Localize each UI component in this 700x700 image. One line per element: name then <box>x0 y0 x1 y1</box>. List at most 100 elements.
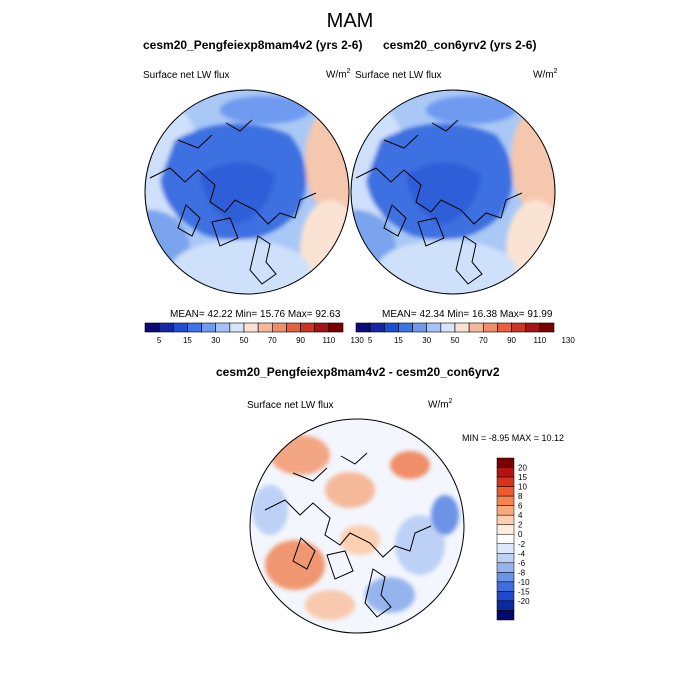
diff-colorbar-swatch <box>496 524 515 535</box>
diff-variable: Surface net LW flux <box>247 400 334 411</box>
panel1-stats: MEAN= 42.22 Min= 15.76 Max= 92.63 <box>170 309 341 320</box>
panel2-field <box>351 90 555 294</box>
diff-colorbar-tick-label: 4 <box>518 511 523 520</box>
panel1-colorbar-tick-label: 130 <box>350 336 364 345</box>
panel2-colorbar-tick-label: 50 <box>451 336 460 345</box>
panel1-colorbar-swatch <box>201 322 217 333</box>
panel2-colorbar-tick-label: 130 <box>561 336 575 345</box>
diff-colorbar-tick-label: 6 <box>518 502 523 511</box>
diff-colorbar-swatch <box>496 476 515 487</box>
panel1-title: cesm20_Pengfeiexp8mam4v2 (yrs 2-6) <box>143 38 363 52</box>
panel2-colorbar-tick-label: 30 <box>422 336 431 345</box>
diff-units-exp: 2 <box>448 398 453 405</box>
panel1-colorbar-swatch <box>243 322 259 333</box>
panel1-colorbar-swatch <box>172 322 188 333</box>
panel2-colorbar-swatch <box>511 322 527 333</box>
diff-colorbar-swatch <box>496 486 515 497</box>
diff-colorbar-swatch <box>496 553 515 564</box>
panel1-colorbar-swatch <box>187 322 202 333</box>
panel2-colorbar-swatch <box>412 322 428 333</box>
diff-colorbar-swatch <box>496 467 515 478</box>
panel1-colorbar-swatch <box>158 322 174 333</box>
panel1-colorbar-tick-label: 110 <box>322 336 335 345</box>
diff-colorbar-swatch <box>496 505 515 516</box>
diff-colorbar-swatch <box>496 533 515 545</box>
panel1-units-exp: 2 <box>346 68 351 75</box>
panel1-colorbar-tick-label: 50 <box>240 336 249 345</box>
diff-colorbar-swatch <box>496 543 515 554</box>
diff-colorbar-swatch <box>496 591 515 602</box>
diff-colorbar-tick-label: 20 <box>518 464 527 473</box>
panel2-colorbar-swatch <box>398 322 413 333</box>
panel1-colorbar-swatch <box>300 322 316 333</box>
diff-colorbar-tick-label: 0 <box>518 530 523 539</box>
panel2-colorbar-swatch <box>383 322 399 333</box>
panel2-colorbar-swatch <box>497 322 512 333</box>
panel2-units-base: W/m <box>533 69 554 81</box>
diff-colorbar-tick-label: 2 <box>518 521 523 530</box>
panel2-colorbar-tick-label: 70 <box>479 336 488 345</box>
diff-colorbar-tick-label: 15 <box>518 473 527 482</box>
diff-field <box>250 419 464 633</box>
panel2-colorbar-swatch <box>539 322 555 333</box>
panel2-colorbar: 5 15 30 50 70 90 110 130 <box>355 322 575 345</box>
panel1-colorbar-tick-label: 30 <box>211 336 220 345</box>
panel2-polar-map <box>350 89 556 295</box>
panel1-colorbar-swatch <box>328 322 344 333</box>
panel1-colorbar: 5 15 30 50 70 90 110 130 <box>144 322 364 345</box>
panel1-polar-map <box>144 89 350 295</box>
panel2-colorbar-tick-label: 5 <box>368 336 373 345</box>
diff-colorbar-swatch <box>496 581 515 592</box>
panel1-units: W/m2 <box>326 68 350 80</box>
diff-title: cesm20_Pengfeiexp8mam4v2 - cesm20_con6yr… <box>216 365 500 379</box>
diff-colorbar-swatch <box>496 514 515 525</box>
diff-colorbar-tick-label: -4 <box>518 549 526 558</box>
diff-units-base: W/m <box>428 399 449 411</box>
panel1-colorbar-swatch <box>314 322 330 333</box>
panel2-colorbar-swatch <box>454 322 470 333</box>
panel1-units-base: W/m <box>326 69 347 81</box>
diff-colorbar-swatch <box>496 562 515 573</box>
diff-colorbar-swatch <box>496 457 515 468</box>
panel2-colorbar-tick-label: 90 <box>507 336 516 345</box>
panel1-colorbar-tick-label: 70 <box>268 336 277 345</box>
panel1-colorbar-tick-label: 15 <box>183 336 192 345</box>
diff-colorbar-tick-label: -6 <box>518 559 526 568</box>
panel2-title: cesm20_con6yrv2 (yrs 2-6) <box>383 38 537 52</box>
panel1-field <box>145 90 349 294</box>
diff-minmax: MIN = -8.95 MAX = 10.12 <box>462 433 565 443</box>
diff-units: W/m2 <box>428 398 452 410</box>
diff-colorbar-swatch <box>496 572 515 583</box>
panel2-colorbar-swatch <box>440 322 456 333</box>
panel2-colorbar-swatch <box>525 322 541 333</box>
panel1-colorbar-swatch <box>229 322 245 333</box>
panel2-colorbar-tick-label: 15 <box>394 336 403 345</box>
panel2-units: W/m2 <box>533 68 557 80</box>
diff-colorbar-swatch <box>496 495 515 506</box>
diff-colorbar-tick-label: -10 <box>518 578 530 587</box>
diff-colorbar-tick-label: 10 <box>518 483 527 492</box>
panel1-variable: Surface net LW flux <box>143 70 230 81</box>
panel2-colorbar-swatch <box>482 322 498 333</box>
panel2-units-exp: 2 <box>553 68 558 75</box>
panel2-colorbar-swatch <box>426 322 442 333</box>
diff-colorbar-swatch <box>496 610 515 621</box>
main-title: MAM <box>326 10 374 32</box>
panel1-colorbar-tick-label: 90 <box>296 336 305 345</box>
panel2-colorbar-swatch <box>468 322 484 333</box>
panel1-colorbar-swatch <box>286 322 301 333</box>
diff-colorbar-swatch <box>496 600 515 611</box>
diff-colorbar-tick-label: 8 <box>518 492 523 501</box>
diff-colorbar-tick-label: -8 <box>518 568 526 577</box>
diff-colorbar-tick-label: -15 <box>518 587 530 596</box>
panel1-colorbar-swatch <box>215 322 231 333</box>
panel2-colorbar-swatch <box>369 322 385 333</box>
diff-colorbar-tick-label: -20 <box>518 597 530 606</box>
panel1-colorbar-swatch <box>271 322 287 333</box>
diff-colorbar-tick-label: -2 <box>518 540 526 549</box>
panel2-colorbar-swatch <box>355 322 371 333</box>
panel2-variable: Surface net LW flux <box>355 70 442 81</box>
panel1-colorbar-swatch <box>257 322 273 333</box>
